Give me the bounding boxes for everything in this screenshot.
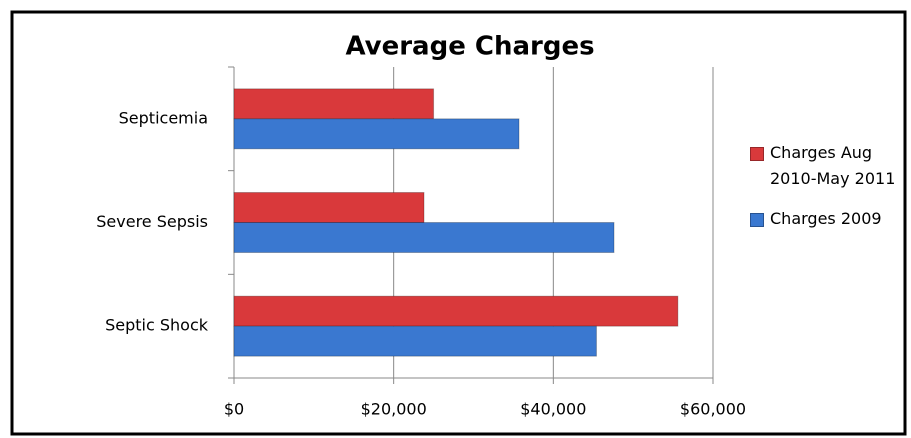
chart-title: Average Charges	[345, 32, 594, 62]
y-tick-label: Septic Shock	[105, 316, 209, 335]
bar	[233, 222, 615, 253]
frame	[10, 10, 907, 436]
legend-swatch	[750, 213, 764, 227]
y-tick-label: Severe Sepsis	[96, 212, 208, 231]
legend-entry: Charges 2009	[750, 206, 900, 232]
x-tick-label: $40,000	[520, 400, 586, 419]
legend-label: Charges Aug 2010-May 2011	[770, 143, 896, 188]
x-tick-label: $60,000	[680, 400, 746, 419]
bar	[233, 88, 435, 120]
legend: Charges Aug 2010-May 2011 Charges 2009	[750, 140, 900, 246]
x-tick-label: $20,000	[361, 400, 427, 419]
bar	[233, 192, 425, 223]
y-tick-label: Septicemia	[119, 108, 208, 127]
legend-label: Charges 2009	[770, 209, 882, 228]
bar	[233, 325, 597, 357]
legend-entry: Charges Aug 2010-May 2011	[750, 140, 900, 192]
legend-swatch	[750, 147, 764, 161]
bar	[233, 118, 520, 150]
bar	[233, 295, 679, 327]
x-tick-label: $0	[224, 400, 244, 419]
